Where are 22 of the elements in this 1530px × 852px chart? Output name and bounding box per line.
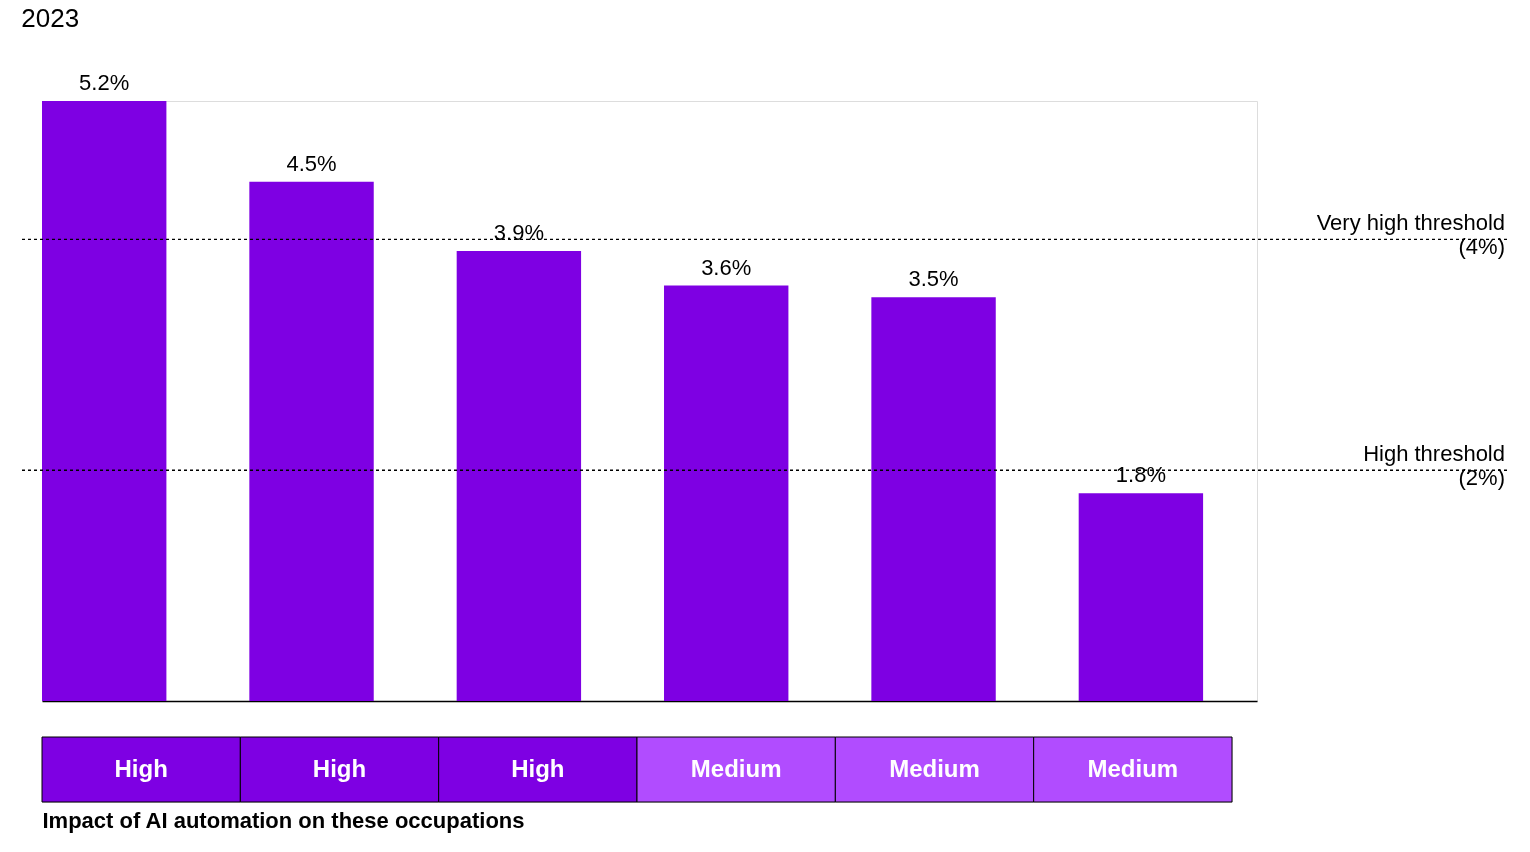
- data-label: 3.5%: [908, 266, 959, 292]
- ref-line-label: Very high threshold (4%): [1316, 210, 1505, 260]
- x-tick-label: High: [511, 754, 565, 782]
- x-tick-label: High: [114, 754, 168, 782]
- data-label: 3.6%: [701, 254, 752, 280]
- data-label: 5.2%: [79, 70, 130, 95]
- bar: [249, 181, 374, 701]
- x-tick-label: High: [312, 754, 367, 782]
- x-tick-label: Medium: [1087, 754, 1179, 782]
- bar: [664, 285, 789, 701]
- x-axis-title: Impact of AI automation on these occupations: [42, 807, 525, 833]
- bar: [1078, 493, 1204, 701]
- bar: [456, 251, 582, 701]
- bar: [42, 101, 167, 701]
- data-label: 4.5%: [286, 150, 337, 176]
- x-tick-label: Medium: [889, 754, 980, 782]
- data-label: 3.9%: [493, 220, 544, 245]
- x-tick-label: Medium: [690, 754, 782, 782]
- bar: [871, 297, 996, 701]
- ref-line-label: High threshold (2%): [1363, 441, 1505, 491]
- data-label: 1.8%: [1115, 462, 1166, 488]
- chart-title: 2023: [21, 3, 80, 33]
